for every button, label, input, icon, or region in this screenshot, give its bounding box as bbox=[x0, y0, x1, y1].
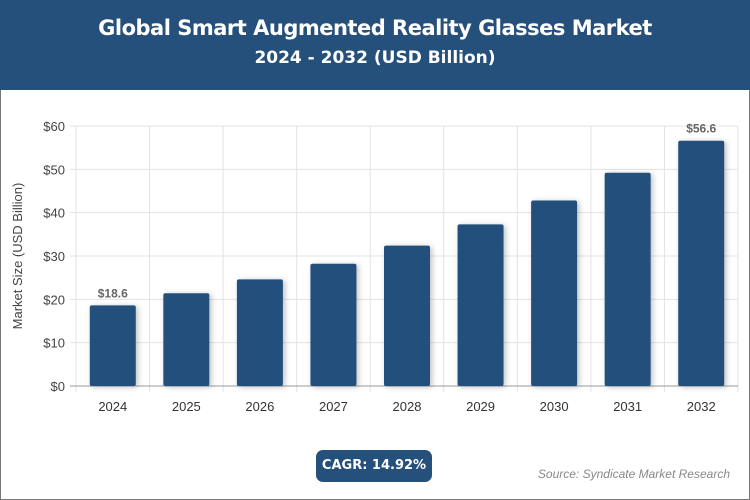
bar-2031 bbox=[604, 172, 651, 386]
source-note: Source: Syndicate Market Research bbox=[537, 467, 730, 481]
chart-header: Global Smart Augmented Reality Glasses M… bbox=[0, 0, 750, 90]
bar-2025 bbox=[163, 293, 210, 386]
y-tick-label: $0 bbox=[51, 379, 65, 394]
y-tick-label: $10 bbox=[43, 336, 65, 351]
x-tick-label: 2026 bbox=[245, 399, 274, 414]
bar-chart: $0 $10 $20 $30 $40 $50 $60 Market Size (USD Bil… bbox=[10, 119, 739, 414]
x-tick-label: 2030 bbox=[540, 399, 569, 414]
x-tick-label: 2025 bbox=[172, 399, 201, 414]
bar-2029 bbox=[457, 224, 504, 386]
y-tick-label: $40 bbox=[43, 206, 65, 221]
data-label: $56.6 bbox=[686, 122, 716, 136]
chart-title: Global Smart Augmented Reality Glasses M… bbox=[98, 16, 652, 40]
y-tick-label: $50 bbox=[43, 162, 65, 177]
bar-2024 bbox=[89, 305, 136, 386]
x-tick-label: 2028 bbox=[393, 399, 422, 414]
y-axis-label: Market Size (USD Billion) bbox=[10, 183, 25, 330]
x-tick-label: 2029 bbox=[466, 399, 495, 414]
x-tick-label: 2032 bbox=[687, 399, 716, 414]
y-tick-label: $30 bbox=[43, 249, 65, 264]
data-label: $18.6 bbox=[98, 286, 128, 300]
bar-2028 bbox=[384, 245, 430, 386]
bar-2032 bbox=[678, 140, 725, 386]
bar-2030 bbox=[531, 200, 578, 386]
x-tick-label: 2024 bbox=[98, 399, 127, 414]
x-tick-label: 2031 bbox=[613, 399, 642, 414]
chart-subtitle: 2024 - 2032 (USD Billion) bbox=[254, 48, 496, 68]
cagr-badge: CAGR: 14.92% bbox=[316, 450, 432, 482]
y-tick-label: $20 bbox=[43, 292, 65, 307]
y-tick-label: $60 bbox=[43, 119, 65, 134]
x-tick-label: 2027 bbox=[319, 399, 348, 414]
bar-2026 bbox=[236, 279, 283, 386]
bar-2027 bbox=[310, 263, 357, 386]
